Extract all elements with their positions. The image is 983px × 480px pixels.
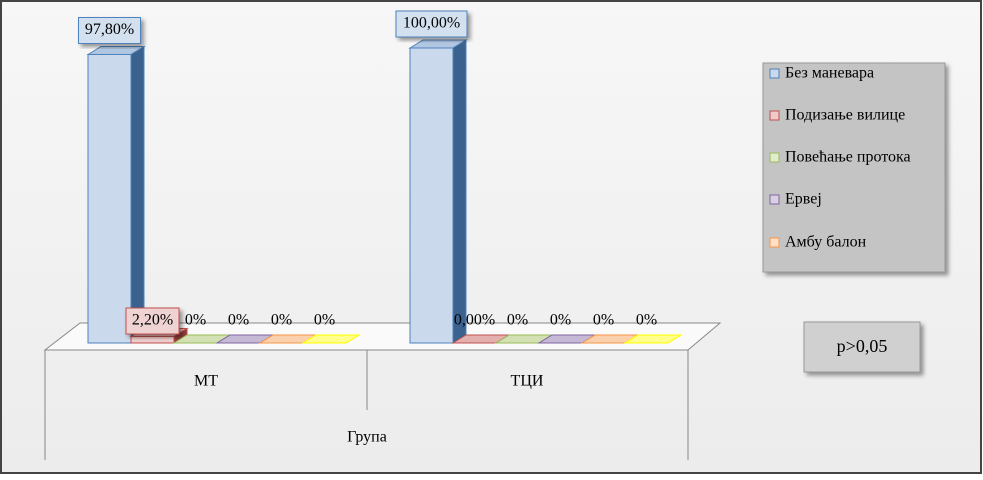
x-axis-label: Група [347,429,387,446]
value-label: 2,20% [132,312,173,329]
x-tick-label: ТЦИ [511,373,544,390]
bar-front [87,53,132,344]
bar [623,334,683,344]
bar-side [345,334,360,344]
value-label: 0% [185,312,206,329]
bar [86,45,146,344]
legend-label: Амбу балон [785,234,867,251]
x-tick-label: МТ [194,373,218,390]
bar-side [667,334,682,344]
bar-side [130,45,145,344]
legend-label: Повећање протока [785,149,911,166]
legend-label: Подизање вилице [785,107,905,124]
value-label: 0% [507,312,528,329]
bar-front [130,336,175,344]
value-label: 100,00% [403,15,460,32]
bar-front [409,47,454,344]
value-label: 0% [271,312,292,329]
bar [408,39,468,344]
legend-swatch [769,152,780,163]
legend [762,62,946,273]
legend-swatch [769,110,780,121]
value-label-box [78,16,141,44]
legend-label: Ервеј [785,191,822,208]
bar [301,334,361,344]
value-label: 0% [550,312,571,329]
legend-swatch [769,194,780,205]
legend-swatch [769,68,780,79]
annotation: p>0,05 [837,336,888,356]
value-label: 0% [314,312,335,329]
value-label: 0% [228,312,249,329]
legend-label: Без маневара [785,65,874,82]
value-label-box [125,307,180,335]
annotation-box [803,321,921,373]
value-label: 97,80% [85,21,134,38]
value-label-box [395,10,468,38]
bar-side [452,39,467,344]
legend-swatch [769,237,780,248]
value-label: 0% [593,312,614,329]
value-label: 0% [636,312,657,329]
value-label: 0,00% [454,312,495,329]
